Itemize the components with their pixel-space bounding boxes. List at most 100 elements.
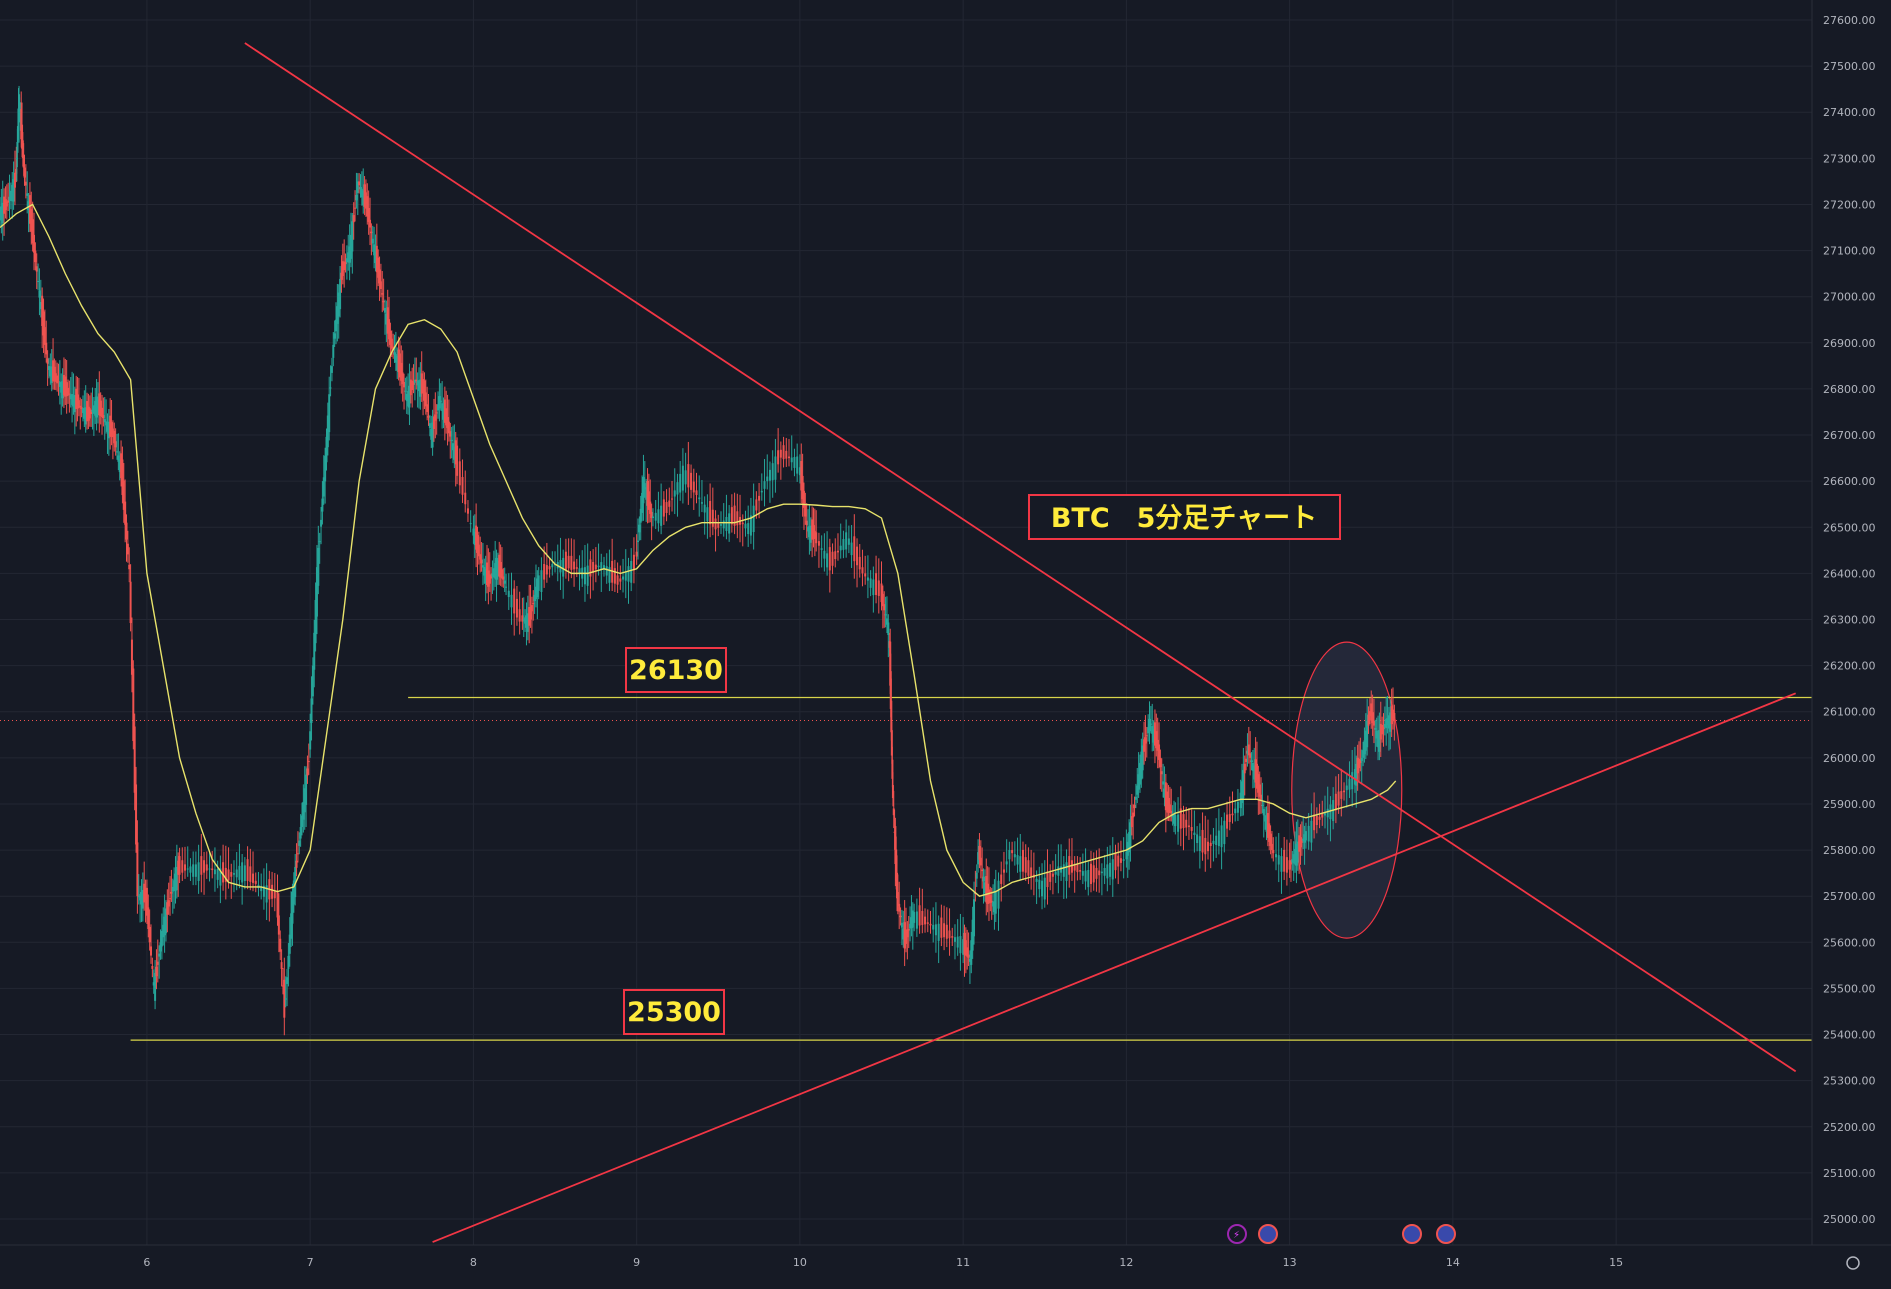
candle-body (1119, 858, 1122, 863)
candle-body (292, 880, 295, 905)
candle-body (18, 105, 21, 107)
candle-body (273, 890, 276, 899)
candle-body (224, 867, 227, 882)
candle-body (973, 899, 976, 937)
candle-body (166, 902, 169, 915)
candle-body (1269, 833, 1272, 847)
price-tick-label: 26000.00 (1823, 752, 1876, 765)
candle-body (79, 405, 82, 408)
time-tick-label: 12 (1119, 1256, 1133, 1269)
candle-body (1147, 727, 1150, 734)
candle-body (1163, 788, 1166, 798)
candle-body (1298, 835, 1301, 852)
price-tick-label: 25500.00 (1823, 982, 1876, 995)
candle-body (450, 439, 453, 441)
candle-body (651, 516, 654, 519)
price-tick-label: 26300.00 (1823, 614, 1876, 627)
candle-body (1019, 856, 1022, 872)
candle-body (1098, 870, 1101, 876)
price-tick-label: 26500.00 (1823, 521, 1876, 534)
candle-body (37, 281, 40, 283)
candle-body (906, 929, 909, 938)
candle-body (20, 109, 23, 140)
candle-body (279, 938, 282, 952)
candle-body (956, 936, 959, 948)
candle-body (445, 408, 448, 426)
candle-body (1190, 827, 1193, 831)
candle-body (771, 463, 774, 481)
settings-gear-icon[interactable] (1846, 1256, 1860, 1270)
us-flag-event-icon[interactable] (1436, 1224, 1456, 1244)
candle-body (1177, 814, 1180, 832)
candle-body (454, 440, 457, 465)
candle-body (641, 492, 644, 513)
grid (0, 0, 1812, 1245)
candle-body (1172, 813, 1175, 824)
candle-body (260, 886, 263, 892)
candle-body (551, 564, 554, 568)
price-axis[interactable]: 27600.00 27500.00 27400.00 27300.00 27200.00… (1811, 0, 1891, 1289)
candle-body (1321, 813, 1324, 818)
candle-body (249, 866, 252, 882)
candle-body (1249, 753, 1252, 758)
candle-body (47, 366, 50, 371)
candle-body (1152, 728, 1155, 743)
candle-body (1151, 726, 1154, 734)
candle-body (1246, 750, 1249, 754)
candle-body (505, 586, 508, 588)
candle-body (1390, 706, 1393, 725)
candle-body (647, 491, 650, 510)
us-flag-event-icon[interactable] (1258, 1224, 1278, 1244)
candle-body (57, 381, 60, 383)
candle-body (945, 924, 948, 939)
candle-body (340, 272, 343, 280)
time-axis[interactable]: 6 7 8 9 10 11 12 13 14 15 (0, 1244, 1891, 1289)
candle-body (1254, 759, 1257, 783)
price-tick-label: 25600.00 (1823, 936, 1876, 949)
candle-body (430, 428, 433, 440)
candle-body (895, 849, 898, 882)
candle-body (801, 475, 804, 500)
candle-body (347, 252, 350, 263)
candle-body (412, 381, 415, 385)
candle-body (513, 588, 516, 614)
candle-body (133, 726, 136, 793)
candle-body (1092, 865, 1095, 883)
candle-body (1196, 834, 1199, 844)
candle-body (155, 966, 158, 977)
candle-body (820, 548, 823, 550)
candle-body (532, 603, 535, 605)
candle-body (415, 379, 418, 382)
candle-body (95, 396, 98, 418)
candle-body (970, 940, 973, 965)
lightning-glyph: ⚡ (1233, 1230, 1240, 1241)
candle-body (364, 192, 367, 209)
candle-body (872, 579, 875, 596)
candle-body (1299, 837, 1302, 848)
candle-body (1326, 808, 1329, 818)
candle-body (1122, 859, 1125, 861)
candle-body (1371, 712, 1374, 724)
candle-body (310, 698, 313, 723)
candle-body (1296, 841, 1299, 863)
candle-body (18, 94, 21, 121)
candle-body (877, 580, 880, 596)
candle-body (483, 566, 486, 576)
candle-body (151, 965, 154, 969)
candle-body (114, 441, 117, 448)
candle-body (246, 859, 249, 881)
candle-body (896, 872, 899, 899)
candle-body (905, 929, 907, 944)
candle-body (768, 469, 771, 481)
candle-body (1158, 744, 1161, 760)
candle-body (793, 457, 796, 468)
us-flag-event-icon[interactable] (1402, 1224, 1422, 1244)
candle-body (635, 551, 638, 557)
candle-body (175, 866, 178, 891)
candle-body (486, 562, 489, 585)
lightning-event-icon[interactable] (1227, 1224, 1247, 1244)
price-tick-label: 27100.00 (1823, 245, 1876, 258)
price-axis-bg (1812, 0, 1891, 1289)
candle-body (404, 390, 407, 392)
